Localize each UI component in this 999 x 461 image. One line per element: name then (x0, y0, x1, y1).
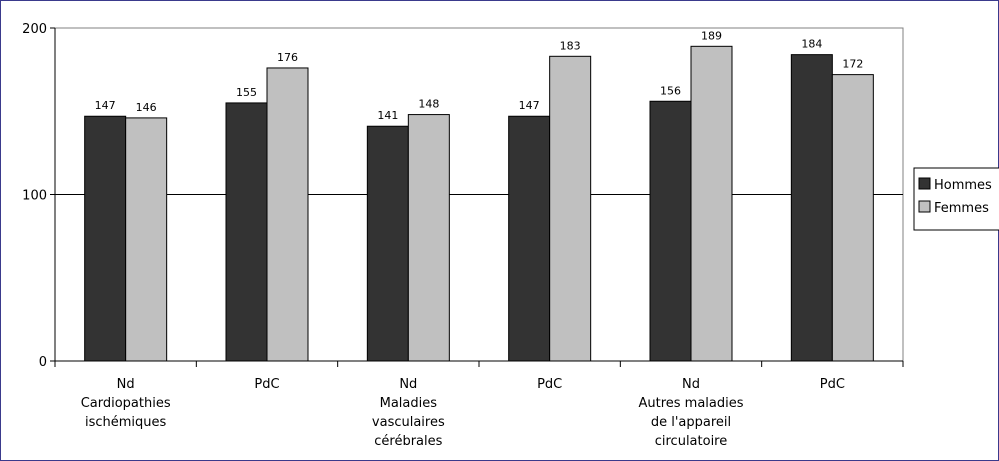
x-category-label: Nd (682, 377, 700, 392)
bar-hommes-3 (508, 115, 551, 362)
x-category-label: PdC (254, 377, 279, 392)
x-category-label: de l'appareil (651, 415, 731, 430)
data-label: 184 (801, 38, 822, 51)
data-label: 183 (560, 39, 581, 52)
legend-swatch-hommes (918, 177, 931, 190)
bar-femmes-3 (549, 55, 592, 362)
x-category-label: circulatoire (655, 434, 728, 449)
x-category-label: Nd (399, 377, 417, 392)
data-label: 176 (277, 51, 298, 64)
x-category-label: ischémiques (85, 415, 167, 430)
data-label: 147 (519, 99, 540, 112)
x-category-label: Autres maladies (638, 396, 743, 411)
data-label: 141 (377, 109, 398, 122)
x-category-label: vasculaires (372, 415, 445, 430)
y-tick-label: 0 (39, 355, 47, 370)
bar-hommes-2 (366, 125, 409, 362)
x-category-label: PdC (820, 377, 845, 392)
bar-hommes-1 (225, 102, 268, 362)
bar-hommes-0 (84, 115, 127, 362)
data-label: 156 (660, 84, 681, 97)
y-tick-label: 200 (22, 22, 47, 37)
x-category-label: Cardiopathies (81, 396, 171, 411)
data-label: 189 (701, 29, 722, 42)
bar-hommes-4 (649, 100, 692, 362)
x-category-label: Nd (117, 377, 135, 392)
data-label: 155 (236, 86, 257, 99)
bar-femmes-1 (266, 67, 309, 362)
x-category-label: cérébrales (374, 434, 442, 449)
data-label: 172 (842, 58, 863, 71)
bar-hommes-5 (790, 54, 833, 362)
x-category-label: PdC (537, 377, 562, 392)
bar-femmes-2 (407, 114, 450, 362)
data-label: 148 (418, 98, 439, 111)
y-tick-label: 100 (22, 189, 47, 204)
legend-label-femmes: Femmes (934, 201, 989, 216)
legend-label-hommes: Hommes (934, 178, 992, 193)
bar-femmes-5 (831, 74, 874, 362)
data-label: 147 (95, 99, 116, 112)
legend-swatch-femmes (918, 200, 931, 213)
bar-femmes-0 (125, 117, 168, 362)
x-category-label: Maladies (380, 396, 438, 411)
bar-femmes-4 (690, 45, 733, 362)
data-label: 146 (136, 101, 157, 114)
